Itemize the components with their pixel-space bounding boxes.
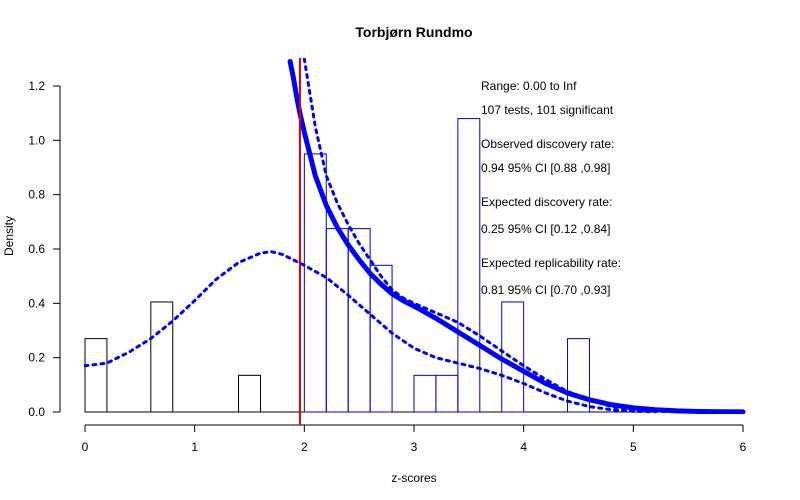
histogram-bar [413, 374, 437, 413]
x-tick-label: 6 [740, 440, 747, 454]
histogram-bar [501, 301, 525, 413]
x-tick-label: 5 [630, 440, 637, 454]
x-tick-label: 1 [191, 440, 198, 454]
x-tick-label: 0 [82, 440, 89, 454]
annotation-range: Range: 0.00 to Inf [481, 79, 577, 93]
y-tick-label: 0.8 [28, 188, 45, 202]
y-tick-label: 0.6 [28, 242, 45, 256]
annotation-odr-label: Observed discovery rate: [481, 137, 614, 151]
x-axis-label: z-scores [391, 471, 436, 485]
histogram-bar [238, 374, 261, 413]
y-tick-label: 0.2 [28, 351, 45, 365]
x-tick-label: 2 [301, 440, 308, 454]
density-curve-estimate [287, 59, 746, 414]
histogram-bar [325, 228, 349, 413]
histogram-bar [84, 338, 108, 413]
annotation-edr-value: 0.25 95% CI [0.12 ,0.84] [481, 222, 610, 236]
annotation-odr-value: 0.94 95% CI [0.88 ,0.98] [481, 161, 610, 175]
annotation-tests: 107 tests, 101 significant [481, 103, 614, 117]
histogram-bar [435, 374, 459, 413]
histogram-bar [457, 118, 481, 413]
annotation-err-value: 0.81 95% CI [0.70 ,0.93] [481, 283, 610, 297]
histogram-bar [150, 301, 174, 413]
histogram-bar [369, 264, 393, 413]
y-axis: 0.0 0.2 0.4 0.6 0.8 1.0 1.2 [28, 79, 61, 419]
annotation-edr-label: Expected discovery rate: [481, 195, 612, 209]
density-curve-ci-bound [302, 58, 701, 414]
density-curve-ci-bound [84, 250, 657, 414]
histogram-bar [567, 338, 590, 413]
y-tick-label: 0.4 [28, 296, 45, 310]
chart-title: Torbjørn Rundmo [355, 24, 472, 40]
x-tick-label: 3 [411, 440, 418, 454]
histogram-bars [84, 118, 743, 413]
x-tick-label: 4 [520, 440, 527, 454]
y-tick-label: 1.0 [28, 133, 45, 147]
annotations: Range: 0.00 to Inf 107 tests, 101 signif… [481, 79, 621, 297]
y-tick-label: 0.0 [28, 405, 45, 419]
annotation-err-label: Expected replicability rate: [481, 256, 621, 270]
y-tick-label: 1.2 [28, 79, 45, 93]
y-axis-label: Density [2, 216, 16, 256]
x-axis: 0 1 2 3 4 5 6 [82, 424, 747, 454]
density-curves [84, 58, 746, 414]
